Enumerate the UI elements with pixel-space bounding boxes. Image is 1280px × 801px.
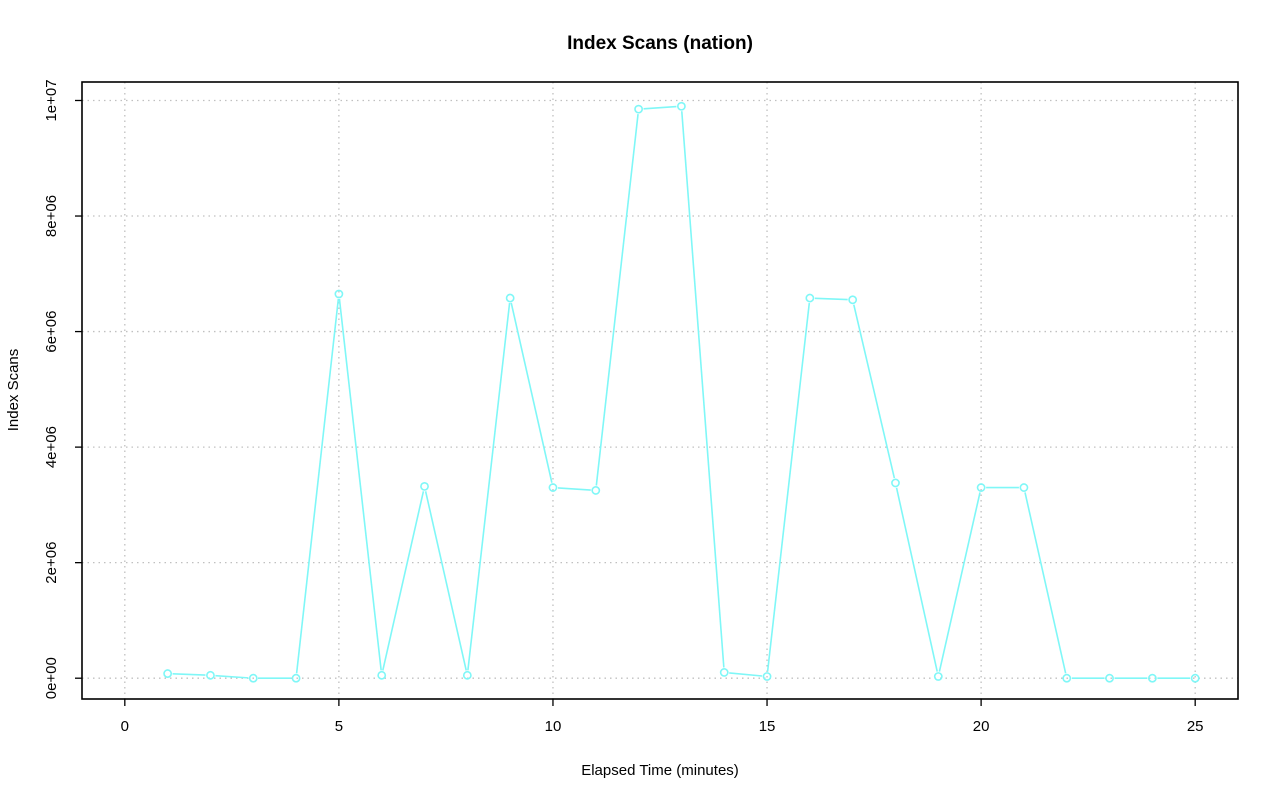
data-point <box>677 101 686 111</box>
data-point <box>1190 673 1200 683</box>
data-point <box>848 295 858 305</box>
y-axis-label: Index Scans <box>5 349 22 432</box>
x-tick-label: 5 <box>335 718 343 735</box>
series-line-segment <box>938 492 981 672</box>
data-point <box>1105 673 1114 683</box>
data-point <box>1062 673 1072 683</box>
data-point <box>976 483 986 492</box>
series-line-segment <box>424 491 468 671</box>
chart-title: Index Scans (nation) <box>567 33 753 54</box>
x-tick-label: 0 <box>121 718 129 735</box>
series-line-segment <box>1024 492 1067 674</box>
data-point <box>420 482 429 491</box>
series-line-segment <box>557 487 591 491</box>
y-tick-label: 4e+06 <box>43 426 60 468</box>
series-line-segment <box>215 674 249 679</box>
data-point <box>1147 673 1157 683</box>
data-point <box>719 668 729 677</box>
data-point <box>163 669 173 678</box>
data-point <box>505 293 515 303</box>
data-point <box>206 670 215 680</box>
data-points <box>163 101 1200 683</box>
y-tick-label: 6e+06 <box>43 311 60 353</box>
data-point <box>548 483 558 492</box>
data-point <box>933 672 943 681</box>
series-line-segment <box>172 672 206 676</box>
grid-lines <box>82 82 1238 699</box>
x-tick-label: 25 <box>1187 718 1204 735</box>
series-line-segment <box>382 491 425 671</box>
data-point <box>377 670 387 680</box>
y-tick-label: 0e+00 <box>43 657 60 699</box>
data-point <box>591 486 601 495</box>
data-point <box>248 673 258 683</box>
x-tick-label: 15 <box>759 718 776 735</box>
series-line-group <box>172 105 1191 680</box>
x-axis: 0 5 10 15 20 25 <box>121 699 1204 735</box>
x-axis-label: Elapsed Time (minutes) <box>581 762 739 779</box>
series-line-segment <box>895 487 938 672</box>
data-point <box>891 478 900 488</box>
series-line-segment <box>729 672 763 677</box>
series-line-segment <box>595 114 639 486</box>
y-tick-label: 8e+06 <box>43 195 60 237</box>
y-axis: 0e+00 2e+06 4e+06 6e+06 8e+06 1e+07 <box>43 79 82 699</box>
series-line-segment <box>467 302 511 671</box>
series-line-segment <box>295 298 340 674</box>
data-point <box>462 670 472 680</box>
y-tick-label: 2e+06 <box>43 542 60 584</box>
series-line-segment <box>680 111 725 668</box>
data-point <box>805 293 815 303</box>
series-line-segment <box>766 302 811 672</box>
x-tick-label: 10 <box>545 718 562 735</box>
data-point <box>634 104 643 114</box>
series-line-segment <box>338 298 382 671</box>
y-tick-label: 1e+07 <box>43 79 60 121</box>
series-line-segment <box>643 105 677 110</box>
series-line-segment <box>853 304 896 479</box>
series-line-segment <box>814 297 848 301</box>
data-point <box>291 673 301 683</box>
data-point <box>334 289 344 299</box>
data-point <box>1019 483 1029 492</box>
plot-frame <box>81 81 1239 700</box>
series-line-segment <box>510 302 553 483</box>
x-tick-label: 20 <box>973 718 990 735</box>
data-point <box>762 672 772 681</box>
